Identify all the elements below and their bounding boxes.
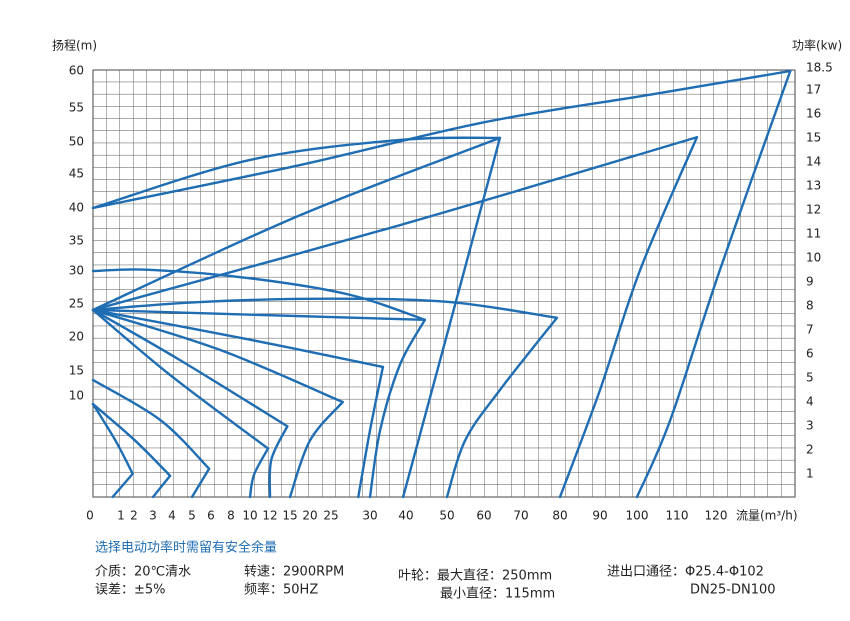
y-tick-label: 10 xyxy=(69,389,84,403)
x-tick-label: 5 xyxy=(188,509,196,523)
x-tick-label: 100 xyxy=(626,509,649,523)
curve xyxy=(190,467,211,499)
curve xyxy=(91,308,427,322)
x-tick-label: 6 xyxy=(207,509,215,523)
y2-tick-label: 17 xyxy=(806,83,821,97)
curve xyxy=(151,474,172,499)
x-tick-label: 3 xyxy=(149,509,157,523)
curve xyxy=(91,297,559,320)
x-tick-label: 10 xyxy=(242,509,257,523)
x-tick-label: 4 xyxy=(168,509,176,523)
curve xyxy=(91,69,792,210)
y2-tick-label: 16 xyxy=(806,107,821,121)
note: 选择电动功率时需留有安全余量 xyxy=(95,540,277,556)
y-tick-label: 30 xyxy=(69,264,84,278)
x-tick-label: 70 xyxy=(513,509,528,523)
y2-tick-label: 1 xyxy=(806,467,814,481)
y2-tick-label: 3 xyxy=(806,419,814,433)
curve xyxy=(91,308,270,450)
y2-tick-label: 10 xyxy=(806,251,821,265)
y-tick-label: 35 xyxy=(69,234,84,248)
x-tick-label: 0 xyxy=(86,509,94,523)
note: 误差：±5% xyxy=(95,583,166,598)
curve xyxy=(91,136,699,312)
note: 进出口通径：Φ25.4-Φ102 xyxy=(607,565,764,580)
x-tick-label: 15 xyxy=(282,509,297,523)
note: DN25-DN100 xyxy=(690,583,776,598)
curve xyxy=(288,400,344,499)
y-tick-label: 25 xyxy=(69,297,84,311)
y2-tick-label: 14 xyxy=(806,155,821,169)
y-axis-title: 扬程(m) xyxy=(52,38,97,53)
x-tick-label: 60 xyxy=(476,509,491,523)
curve xyxy=(401,136,502,499)
curve xyxy=(91,136,502,210)
y2-tick-label: 6 xyxy=(806,347,814,361)
note: 频率：50HZ xyxy=(244,582,318,598)
curve xyxy=(91,402,134,475)
y-tick-label: 45 xyxy=(69,167,84,181)
curve xyxy=(368,318,427,499)
note: 介质：20℃清水 xyxy=(95,565,191,580)
y2-tick-label: 4 xyxy=(806,395,814,409)
curve xyxy=(91,402,172,477)
curve xyxy=(91,268,427,322)
x-tick-label: 110 xyxy=(666,509,689,523)
y2-tick-label: 11 xyxy=(806,227,821,241)
x-tick-label: 90 xyxy=(592,509,607,523)
x-tick-label: 25 xyxy=(323,509,338,523)
curve xyxy=(268,425,289,499)
curve xyxy=(91,308,344,404)
y-tick-label: 60 xyxy=(69,64,84,78)
curve xyxy=(91,308,289,428)
note: 转速：2900RPM xyxy=(244,565,344,580)
curve xyxy=(91,136,502,312)
y-tick-label: 55 xyxy=(69,101,84,115)
y-tick-label: 50 xyxy=(69,135,84,149)
x-tick-label: 40 xyxy=(398,509,413,523)
y2-tick-label: 2 xyxy=(806,443,814,457)
plot-grid xyxy=(92,69,796,498)
curve xyxy=(445,316,559,499)
curve xyxy=(558,136,699,499)
curve xyxy=(91,378,211,470)
x-tick-label: 12 xyxy=(262,509,277,523)
y2-tick-label: 8 xyxy=(806,299,814,313)
y2-tick-label: 18.5 xyxy=(806,61,833,75)
y-tick-label: 40 xyxy=(69,201,84,215)
y-tick-label: 20 xyxy=(69,330,84,344)
y-tick-label: 15 xyxy=(69,364,84,378)
x-tick-label: 50 xyxy=(439,509,454,523)
x-axis-title: 流量(m³/h) xyxy=(736,509,798,523)
curve xyxy=(91,308,385,369)
curve xyxy=(357,365,385,499)
y2-tick-label: 12 xyxy=(806,203,821,217)
x-tick-label: 8 xyxy=(227,509,235,523)
y2-tick-label: 5 xyxy=(806,371,814,385)
x-tick-label: 30 xyxy=(362,509,377,523)
y2-axis-title: 功率(kw) xyxy=(792,38,842,53)
y2-tick-label: 7 xyxy=(806,323,814,337)
curve xyxy=(635,69,792,499)
note: 叶轮：最大直径：250mm xyxy=(398,569,552,584)
y2-tick-label: 15 xyxy=(806,131,821,145)
x-tick-label: 2 xyxy=(130,509,138,523)
y2-tick-label: 9 xyxy=(806,275,814,289)
curve xyxy=(111,472,134,499)
curve xyxy=(248,447,270,499)
note: 最小直径：115mm xyxy=(440,587,555,602)
x-tick-label: 120 xyxy=(705,509,728,523)
x-tick-label: 1 xyxy=(117,509,125,523)
x-tick-label: 20 xyxy=(302,509,317,523)
y2-tick-label: 13 xyxy=(806,179,821,193)
x-tick-label: 80 xyxy=(552,509,567,523)
